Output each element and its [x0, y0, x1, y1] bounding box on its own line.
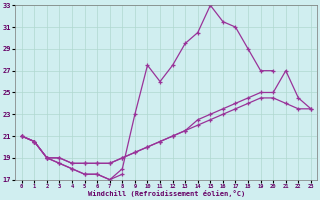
X-axis label: Windchill (Refroidissement éolien,°C): Windchill (Refroidissement éolien,°C) [88, 190, 245, 197]
